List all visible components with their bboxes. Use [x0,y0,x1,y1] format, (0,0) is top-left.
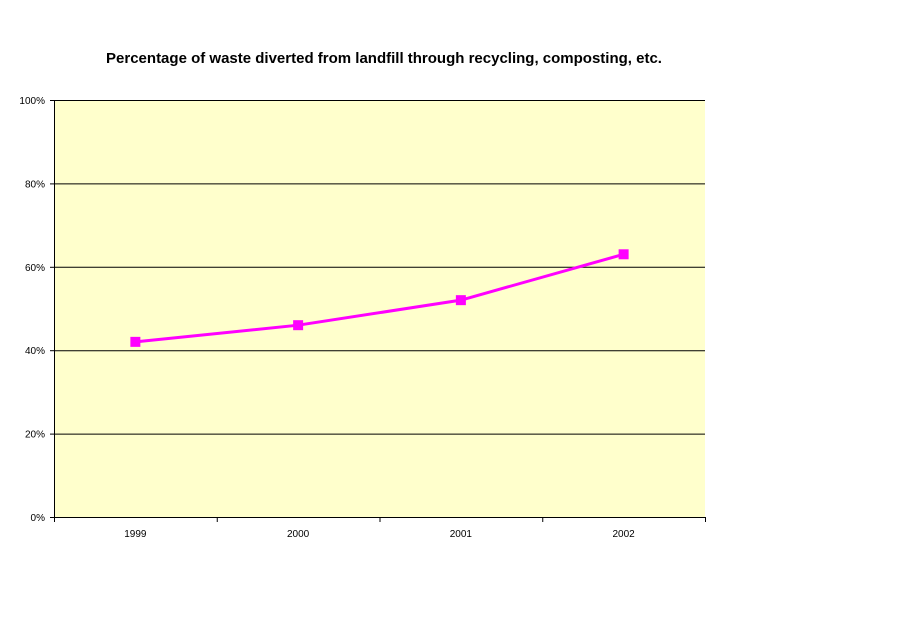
y-tick-label: 80% [25,179,45,190]
axes [50,100,706,522]
x-tick-label-2002: 2002 [613,529,636,540]
y-tick-labels: 0% 20% 40% 60% 80% 100% [19,96,45,524]
y-tick-label: 40% [25,346,45,357]
y-tick-label: 100% [19,96,45,107]
data-point-2002 [618,249,629,260]
data-point-1999 [130,336,141,347]
x-tick-label-1999: 1999 [124,529,147,540]
data-point-2001 [455,295,466,306]
x-tick-labels: 1999 2000 2001 2002 [124,529,635,540]
y-tick-label: 60% [25,263,45,274]
grid-lines [54,100,705,435]
series-group [130,249,629,347]
data-point-2000 [293,320,304,331]
y-tick-label: 20% [25,430,45,441]
x-tick-label-2000: 2000 [287,529,310,540]
chart-title: Percentage of waste diverted from landfi… [106,50,662,67]
plot-area [54,100,705,517]
y-tick-label: 0% [31,513,46,524]
x-tick-label-2001: 2001 [450,529,473,540]
series-line [135,252,625,344]
